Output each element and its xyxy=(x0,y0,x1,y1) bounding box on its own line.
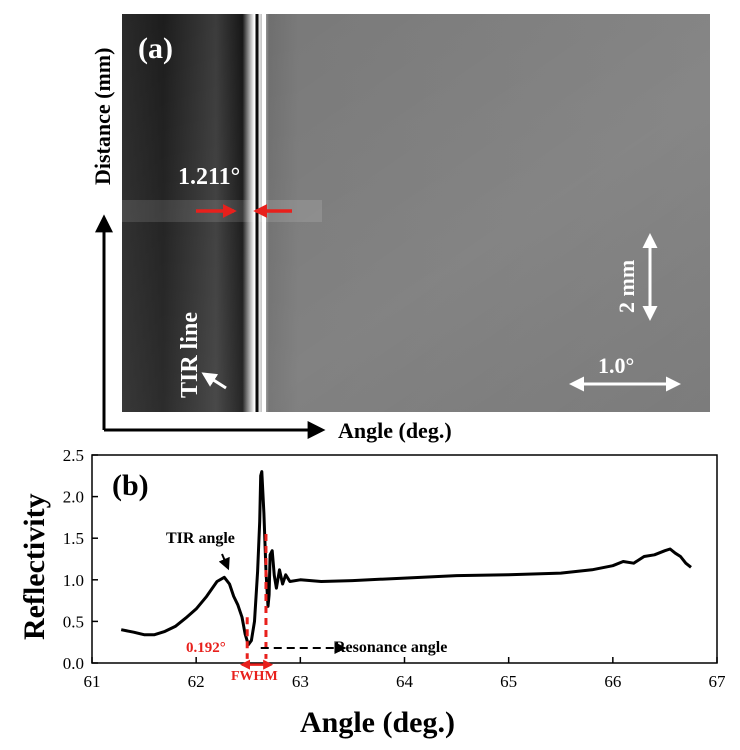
y-axis-label: Distance (mm) xyxy=(90,48,115,185)
width-annotation: 1.211° xyxy=(178,164,240,190)
x-axis-label: Angle (deg.) xyxy=(338,418,452,443)
plot-frame xyxy=(91,454,718,664)
fwhm-value: 0.192° xyxy=(186,640,226,656)
y-tick-label: 1.5 xyxy=(63,529,84,548)
scale-horizontal-label: 1.0° xyxy=(598,353,634,378)
y-tick-label: 2.5 xyxy=(63,446,84,465)
x-ticks: 61 62 63 64 65 66 67 xyxy=(84,657,727,691)
x-tick-label: 66 xyxy=(604,672,621,691)
sensor-image-streaks xyxy=(122,14,710,412)
x-tick-label: 65 xyxy=(500,672,517,691)
reflectivity-curve xyxy=(120,470,692,647)
resonance-angle-label: Resonance angle xyxy=(334,639,447,656)
y-tick-label: 2.0 xyxy=(63,488,84,507)
x-tick-label: 61 xyxy=(84,672,101,691)
panel-a: (a) Distance (mm) Angle (deg.) 1.211° TI… xyxy=(90,14,710,443)
y-tick-label: 0.0 xyxy=(63,654,84,673)
tir-angle-label: TIR angle xyxy=(166,530,235,547)
panel-b-label: (b) xyxy=(112,469,149,502)
y-tick-label: 1.0 xyxy=(63,571,84,590)
y-ticks: 0.0 0.5 1.0 1.5 2.0 2.5 xyxy=(63,446,98,673)
y-tick-label: 0.5 xyxy=(63,612,84,631)
x-axis-title: Angle (deg.) xyxy=(300,706,455,739)
panel-a-label: (a) xyxy=(138,32,173,65)
x-tick-label: 63 xyxy=(292,672,309,691)
fwhm-label: FWHM xyxy=(231,669,278,684)
x-tick-label: 64 xyxy=(396,672,414,691)
tir-pointer-arrow xyxy=(201,372,227,390)
tir-angle-arrow xyxy=(218,553,230,571)
tir-line-label: TIR line xyxy=(177,312,203,398)
panel-b: 61 62 63 64 65 66 67 0.0 0.5 1.0 1.5 2.0 2.5 (b) Re… xyxy=(18,446,726,739)
y-axis-title: Reflectivity xyxy=(18,493,51,640)
x-tick-label: 67 xyxy=(709,672,727,691)
scale-vertical-label: 2 mm xyxy=(614,260,639,313)
x-tick-label: 62 xyxy=(188,672,205,691)
